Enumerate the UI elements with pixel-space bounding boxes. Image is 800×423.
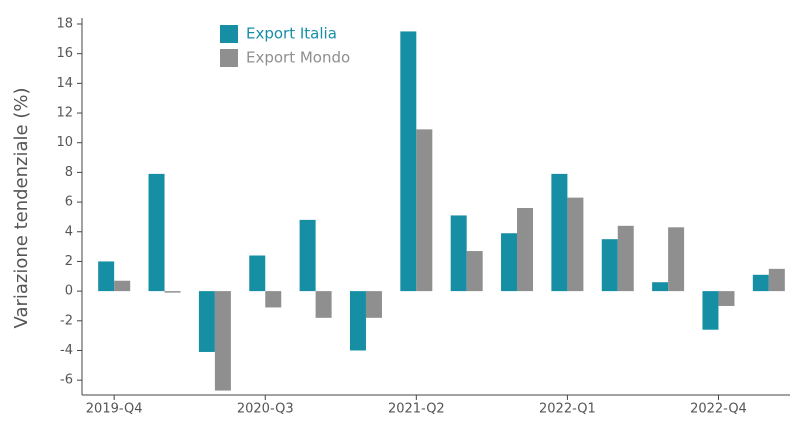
bar (702, 291, 719, 330)
bar (315, 291, 332, 318)
legend-label: Export Italia (246, 25, 337, 43)
x-tick-label: 2021-Q2 (388, 402, 445, 417)
y-axis-label: Variazione tendenziale (%) (11, 88, 32, 329)
bar (365, 291, 382, 318)
bar (551, 173, 568, 292)
bar (752, 274, 769, 292)
bar (299, 219, 316, 292)
bar (567, 197, 584, 292)
x-tick-label: 2022-Q1 (539, 402, 596, 417)
y-tick-label: 2 (65, 254, 73, 269)
y-tick-label: 0 (65, 284, 73, 299)
y-tick-label: 6 (65, 195, 73, 210)
x-tick-label: 2020-Q3 (237, 402, 294, 417)
bar (617, 225, 634, 292)
y-tick-label: 10 (56, 135, 73, 150)
y-tick-label: 8 (65, 165, 73, 180)
y-tick-label: 12 (56, 106, 73, 121)
y-tick-label: -2 (60, 313, 73, 328)
legend-swatch (220, 49, 238, 67)
bar (416, 129, 433, 292)
legend-swatch (220, 25, 238, 43)
bar (249, 255, 266, 292)
bar (501, 233, 518, 292)
bar (164, 291, 181, 293)
y-tick-label: 4 (65, 224, 73, 239)
bar (768, 268, 785, 292)
x-tick-label: 2022-Q4 (690, 402, 747, 417)
bar (148, 173, 165, 292)
bar (450, 215, 467, 292)
bar (400, 31, 417, 292)
bar (652, 282, 669, 292)
bar (98, 261, 115, 292)
y-tick-label: 14 (56, 76, 73, 91)
bar (668, 227, 685, 292)
bar (349, 291, 366, 351)
bar (198, 291, 215, 352)
bar (517, 208, 534, 292)
bar (601, 239, 618, 292)
bar (265, 291, 282, 308)
y-tick-label: -6 (60, 373, 73, 388)
legend-label: Export Mondo (246, 49, 350, 67)
bar (718, 291, 735, 306)
bar (214, 291, 231, 391)
y-tick-label: 16 (56, 46, 73, 61)
x-tick-label: 2019-Q4 (86, 402, 143, 417)
y-tick-label: 18 (56, 17, 73, 32)
bar (466, 251, 483, 292)
bar (114, 280, 131, 292)
y-tick-label: -4 (60, 343, 73, 358)
